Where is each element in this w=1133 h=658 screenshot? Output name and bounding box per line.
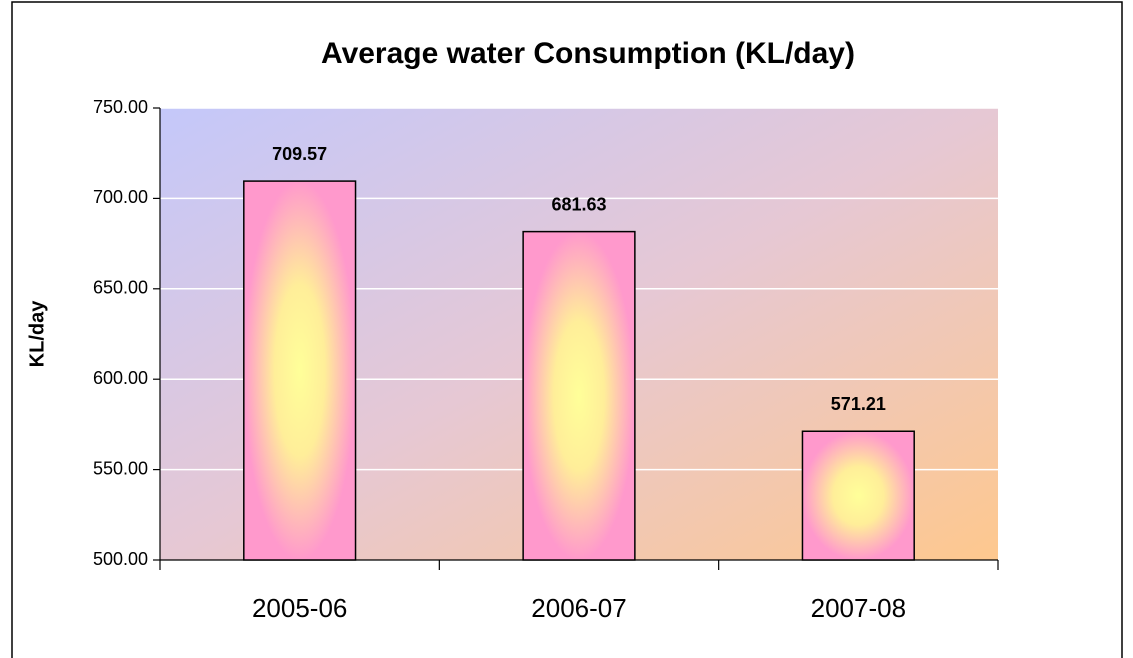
- y-tick-label: 600.00: [93, 368, 148, 388]
- y-tick-label: 550.00: [93, 458, 148, 478]
- y-tick-label: 700.00: [93, 187, 148, 207]
- chart-title: Average water Consumption (KL/day): [321, 37, 855, 70]
- data-label: 709.57: [272, 144, 327, 164]
- y-axis-label: KL/day: [26, 300, 48, 368]
- x-tick-label: 2006-07: [531, 593, 626, 623]
- x-tick-label: 2005-06: [252, 593, 347, 623]
- bar: [801, 430, 915, 561]
- y-tick-label: 500.00: [93, 549, 148, 569]
- x-tick-label: 2007-08: [811, 593, 906, 623]
- data-label: 571.21: [831, 394, 886, 414]
- y-tick-label: 750.00: [93, 97, 148, 117]
- y-tick-label: 650.00: [93, 278, 148, 298]
- data-label: 681.63: [551, 194, 606, 214]
- bar: [522, 230, 636, 561]
- bar: [243, 180, 357, 561]
